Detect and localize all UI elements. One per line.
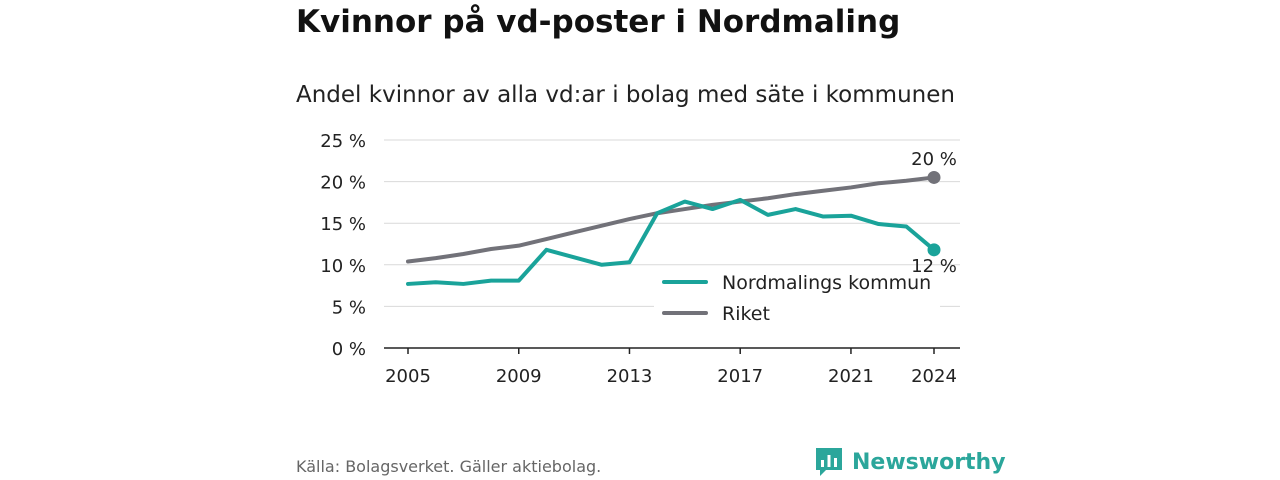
- end-label-nordmaling: 12 %: [911, 256, 957, 277]
- y-tick-label: 5 %: [332, 297, 366, 318]
- x-tick-label: 2024: [911, 366, 957, 387]
- y-tick-label: 20 %: [320, 173, 366, 194]
- chart-title: Kvinnor på vd-poster i Nordmaling: [296, 4, 901, 40]
- y-tick-label: 0 %: [332, 339, 366, 360]
- end-point-nordmaling: [927, 243, 941, 257]
- x-tick-label: 2005: [385, 366, 431, 387]
- brand-logo: Newsworthy: [814, 446, 1006, 478]
- newsworthy-logo-icon: [816, 448, 842, 476]
- series-line-riket: [406, 175, 936, 264]
- x-tick-label: 2017: [717, 366, 763, 387]
- end-point-riket: [927, 170, 941, 184]
- legend-label: Riket: [722, 303, 770, 325]
- y-tick-label: 15 %: [320, 214, 366, 235]
- legend-label: Nordmalings kommun: [722, 272, 931, 294]
- series-line-nordmaling: [406, 197, 936, 286]
- x-tick-label: 2013: [607, 366, 653, 387]
- y-tick-label: 25 %: [320, 131, 366, 152]
- x-tick-label: 2009: [496, 366, 542, 387]
- brand-name: Newsworthy: [852, 449, 1006, 475]
- legend-background: [654, 268, 940, 330]
- source-note: Källa: Bolagsverket. Gäller aktiebolag.: [296, 457, 602, 476]
- end-label-riket: 20 %: [911, 149, 957, 170]
- x-tick-label: 2021: [828, 366, 874, 387]
- y-tick-label: 10 %: [320, 256, 366, 277]
- chart-subtitle: Andel kvinnor av alla vd:ar i bolag med …: [296, 82, 955, 108]
